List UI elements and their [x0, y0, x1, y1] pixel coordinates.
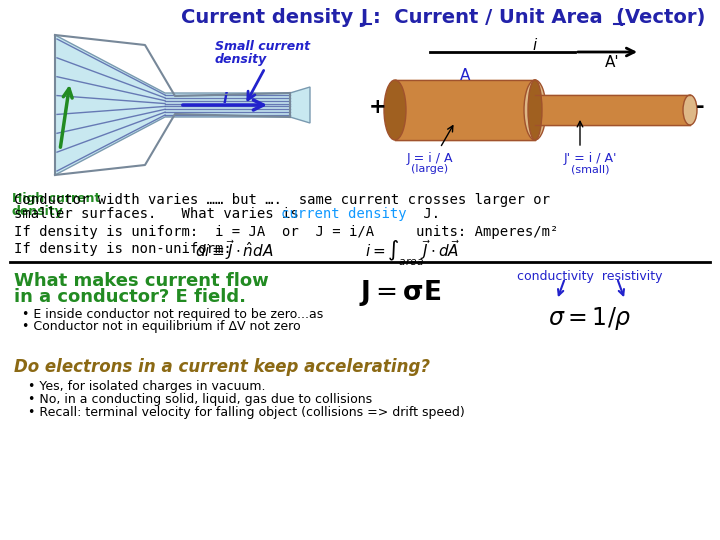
Polygon shape [55, 35, 310, 175]
Text: Conductor width varies …… but ….  same current crosses larger or: Conductor width varies …… but …. same cu… [14, 193, 550, 207]
Text: i: i [222, 92, 228, 106]
Text: Do electrons in a current keep accelerating?: Do electrons in a current keep accelerat… [14, 358, 430, 376]
Text: Small current: Small current [215, 40, 310, 53]
Text: (large): (large) [411, 164, 449, 174]
Ellipse shape [384, 80, 406, 140]
Text: • Yes, for isolated charges in vacuum.: • Yes, for isolated charges in vacuum. [28, 380, 266, 393]
Text: J: J [360, 8, 367, 27]
Text: Current density: Current density [181, 8, 360, 27]
Text: $\mathbf{J} = \mathbf{\sigma}\mathbf{E}$: $\mathbf{J} = \mathbf{\sigma}\mathbf{E}$ [359, 278, 441, 308]
Text: A': A' [605, 55, 620, 70]
Text: density: density [215, 53, 267, 66]
Text: i: i [533, 38, 537, 53]
Text: If density is uniform:  i = JA  or  J = i/A     units: Amperes/m²: If density is uniform: i = JA or J = i/A… [14, 225, 559, 239]
Text: $i = \int_{area} \vec{J}\cdot d\vec{A}$: $i = \int_{area} \vec{J}\cdot d\vec{A}$ [365, 238, 460, 267]
Text: smaller surfaces.   What varies is: smaller surfaces. What varies is [14, 207, 307, 221]
Text: density: density [12, 205, 64, 218]
Text: • Recall: terminal velocity for falling object (collisions => drift speed): • Recall: terminal velocity for falling … [28, 406, 464, 419]
Text: A: A [460, 68, 470, 83]
Text: -: - [696, 97, 704, 117]
Ellipse shape [683, 95, 697, 125]
Text: $\sigma = 1/\rho$: $\sigma = 1/\rho$ [548, 305, 632, 332]
Text: in a conductor? E field.: in a conductor? E field. [14, 288, 246, 306]
Text: • E inside conductor not required to be zero...as: • E inside conductor not required to be … [22, 308, 323, 321]
Ellipse shape [528, 80, 542, 140]
Text: • Conductor not in equilibrium if ΔV not zero: • Conductor not in equilibrium if ΔV not… [22, 320, 301, 333]
Text: J' = i / A': J' = i / A' [563, 152, 617, 165]
Text: +: + [369, 97, 387, 117]
Text: :  Current / Unit Area  (Vector): : Current / Unit Area (Vector) [373, 8, 706, 27]
Text: J.: J. [415, 207, 440, 221]
Text: If density is non-uniform:: If density is non-uniform: [14, 242, 232, 256]
Text: High current: High current [12, 192, 100, 205]
Text: J = i / A: J = i / A [407, 152, 454, 165]
Ellipse shape [524, 80, 546, 140]
Text: current density: current density [281, 207, 407, 221]
Text: • No, in a conducting solid, liquid, gas due to collisions: • No, in a conducting solid, liquid, gas… [28, 393, 372, 406]
Text: (small): (small) [571, 164, 609, 174]
Text: $di \equiv \vec{J}\cdot\hat{n}dA$: $di \equiv \vec{J}\cdot\hat{n}dA$ [195, 238, 274, 262]
Text: conductivity  resistivity: conductivity resistivity [517, 270, 662, 283]
Text: What makes current flow: What makes current flow [14, 272, 269, 290]
